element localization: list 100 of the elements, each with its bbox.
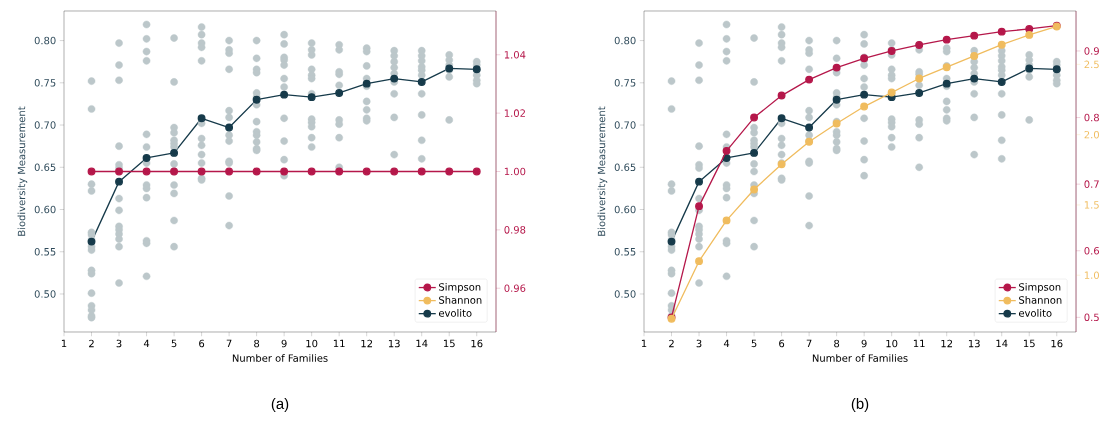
x-tick-label: 8: [254, 339, 260, 348]
y2-tick-label: 1.00: [504, 167, 526, 176]
y-tick-label: 0.50: [34, 290, 56, 298]
x-tick-label: 15: [1023, 339, 1035, 348]
point: [942, 35, 951, 44]
x-tick-label: 10: [886, 339, 898, 348]
point: [1025, 25, 1034, 33]
legend-label: Shannon: [1019, 296, 1062, 304]
point: [197, 114, 206, 123]
legend-label: Simpson: [1019, 283, 1061, 293]
y2-tick-label: 0.8: [1084, 113, 1099, 122]
point: [170, 148, 179, 157]
x-tick-label: 12: [941, 339, 953, 348]
x-tick-label: 11: [333, 339, 345, 348]
x-tick-label: 5: [171, 339, 177, 348]
x-tick-label: 10: [306, 339, 318, 348]
y-tick-label: 0.75: [614, 79, 636, 87]
y-axis-title: Biodiversity Measurement: [597, 106, 608, 236]
y-tick-label: 0.55: [614, 247, 636, 256]
x-tick-label: 14: [996, 339, 1008, 348]
x-tick-label: 13: [388, 339, 400, 348]
point: [1025, 30, 1034, 39]
point: [997, 40, 1006, 49]
y2-tick-label: 0.7: [1084, 180, 1099, 188]
x-tick-label: 15: [443, 339, 455, 348]
y-tick-label: 0.70: [34, 121, 56, 129]
x-axis-title: Number of Families: [812, 354, 908, 362]
y2-tick-label: 1.02: [504, 109, 525, 117]
y-tick-label: 0.70: [614, 121, 636, 129]
point: [805, 75, 814, 84]
x-tick-label: 3: [116, 339, 122, 348]
point: [390, 74, 399, 83]
y-tick-label: 0.65: [34, 163, 56, 172]
x-tick-label: 16: [1051, 339, 1063, 348]
point: [335, 88, 344, 97]
point: [722, 216, 731, 225]
y2-tick-label: 1.04: [504, 50, 526, 59]
point: [970, 74, 979, 83]
point: [970, 31, 979, 40]
x-tick-label: 12: [361, 339, 373, 348]
y-tick-label: 0.55: [34, 247, 56, 256]
x-tick-label: 2: [669, 339, 674, 348]
y3-tick-label: 2.5: [1084, 60, 1099, 69]
point: [860, 102, 869, 111]
text: (a): [271, 398, 289, 412]
legend-label: evolito: [1018, 309, 1052, 317]
y-tick-label: 0.80: [34, 36, 56, 45]
point: [417, 78, 426, 86]
x-tick-label: 2: [89, 339, 94, 348]
y-tick-label: 0.75: [34, 79, 56, 87]
point: [915, 88, 924, 97]
x-tick-label: 13: [968, 339, 980, 348]
point: [307, 93, 316, 102]
x-tick-label: 4: [723, 339, 730, 348]
point: [997, 78, 1006, 86]
x-tick-label: 7: [226, 339, 232, 348]
text: (b): [851, 398, 869, 412]
y2-tick-label: 0.98: [504, 226, 526, 234]
x-tick-label: 8: [834, 339, 840, 348]
point: [695, 257, 703, 266]
x-tick-label: 1: [641, 339, 647, 348]
y-tick-label: 0.60: [614, 205, 636, 214]
y-tick-label: 0.60: [34, 205, 56, 214]
x-tick-label: 1: [61, 339, 67, 348]
y3-tick-label: 1.5: [1084, 201, 1099, 209]
point: [695, 202, 703, 211]
y2-tick-label: 0.5: [1084, 313, 1099, 322]
point: [722, 154, 731, 162]
point: [805, 123, 814, 132]
point: [695, 177, 703, 186]
x-tick-label: 9: [281, 339, 287, 348]
x-axis-title: Number of Families: [232, 354, 328, 362]
x-tick-label: 16: [471, 339, 483, 348]
y-tick-label: 0.80: [614, 36, 636, 45]
y3-tick-label: 2.0: [1084, 130, 1099, 139]
point: [997, 27, 1006, 36]
point: [777, 91, 786, 100]
legend-label: Simpson: [439, 283, 481, 293]
point: [225, 123, 234, 132]
x-tick-label: 14: [416, 339, 428, 348]
point: [750, 185, 759, 194]
point: [915, 74, 924, 83]
x-tick-label: 6: [779, 339, 785, 348]
y3-tick-label: 1.0: [1084, 271, 1099, 279]
y2-tick-label: 0.96: [504, 284, 526, 292]
x-tick-label: 7: [806, 339, 812, 348]
y2-tick-label: 0.6: [1084, 246, 1100, 255]
point: [860, 90, 869, 99]
y-tick-label: 0.65: [614, 163, 636, 172]
point: [142, 154, 151, 162]
point: [750, 113, 759, 122]
legend-label: Shannon: [439, 296, 482, 304]
point: [722, 146, 731, 155]
x-tick-label: 11: [913, 339, 925, 348]
y-axis-title: Biodiversity Measurement: [17, 106, 28, 236]
x-tick-label: 4: [143, 339, 150, 348]
point: [750, 148, 759, 157]
x-tick-label: 6: [199, 339, 205, 348]
point: [115, 177, 123, 186]
y2-tick-label: 0.9: [1084, 47, 1099, 55]
